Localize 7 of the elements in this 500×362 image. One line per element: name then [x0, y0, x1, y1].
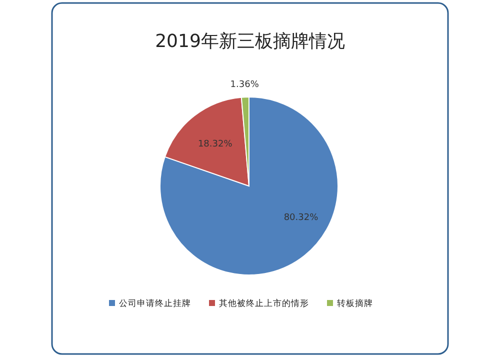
legend-label: 公司申请终止挂牌 [119, 298, 191, 309]
data-label: 80.32% [284, 213, 319, 223]
data-label: 1.36% [230, 80, 260, 90]
legend-label: 转板摘牌 [337, 298, 373, 309]
data-label: 18.32% [198, 139, 233, 150]
legend-label: 其他被终止上市的情形 [219, 298, 309, 309]
chart-title: 2019年新三板摘牌情况 [155, 31, 345, 52]
